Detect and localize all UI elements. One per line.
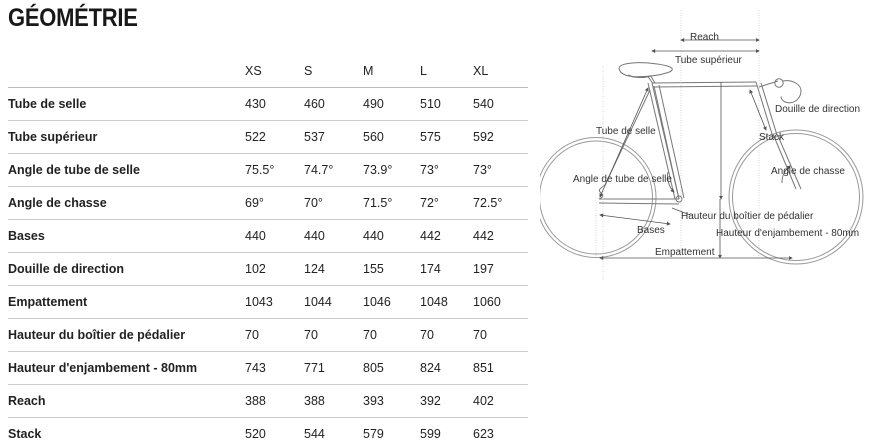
svg-text:Tube supérieur: Tube supérieur [675, 55, 743, 66]
svg-text:Angle de tube de selle: Angle de tube de selle [573, 174, 672, 185]
svg-text:Tube de selle: Tube de selle [596, 126, 656, 137]
svg-text:Stack: Stack [759, 132, 785, 143]
svg-text:Reach: Reach [690, 32, 719, 43]
svg-text:Bases: Bases [637, 225, 665, 236]
svg-text:Douille de direction: Douille de direction [775, 104, 860, 115]
svg-text:Hauteur du boîtier de pédalier: Hauteur du boîtier de pédalier [681, 211, 814, 222]
svg-text:Angle de chasse: Angle de chasse [771, 166, 845, 177]
svg-text:Empattement: Empattement [655, 247, 715, 258]
svg-text:Hauteur d'enjambement - 80mm: Hauteur d'enjambement - 80mm [716, 228, 859, 239]
